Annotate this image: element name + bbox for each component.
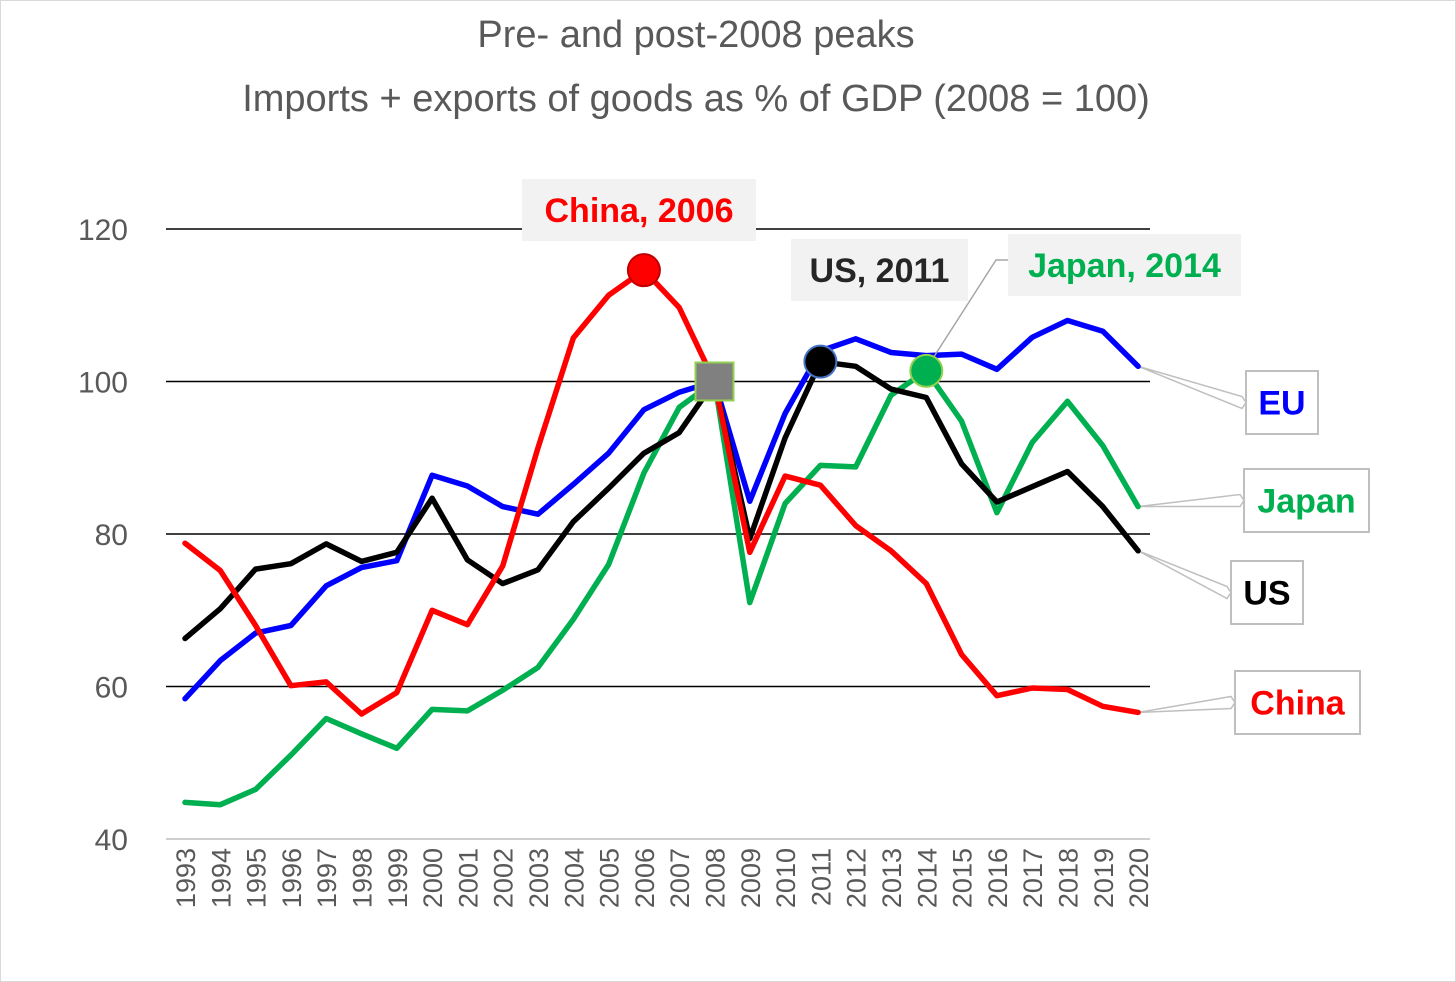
x-tick-2015: 2015 bbox=[948, 848, 978, 908]
y-tick-120: 120 bbox=[78, 214, 128, 247]
leader-japan bbox=[1138, 493, 1245, 508]
peak-marker-japan-2014 bbox=[909, 353, 944, 388]
label-box-us bbox=[1230, 560, 1304, 625]
annotation-us-2011: US, 2011 bbox=[810, 252, 950, 290]
series-label-china: China bbox=[1250, 685, 1346, 723]
x-tick-2020: 2020 bbox=[1124, 848, 1154, 908]
leader-china bbox=[1137, 695, 1236, 714]
x-tick-2005: 2005 bbox=[595, 848, 625, 908]
x-tick-1997: 1997 bbox=[312, 848, 342, 908]
x-axis-ticks: 1993 1994 1995 1996 1997 1998 1999 2000 2001 2002… bbox=[171, 848, 1154, 908]
x-tick-2000: 2000 bbox=[418, 848, 448, 908]
y-axis-ticks: 40 60 80 100 120 bbox=[78, 214, 128, 857]
x-tick-1995: 1995 bbox=[242, 848, 272, 908]
y-tick-80: 80 bbox=[95, 519, 128, 552]
annotation-box-china-2006 bbox=[522, 179, 756, 241]
series-line-china bbox=[182, 267, 1141, 717]
x-tick-2019: 2019 bbox=[1089, 848, 1119, 908]
x-tick-2012: 2012 bbox=[842, 848, 872, 908]
annotation-box-japan-2014 bbox=[1008, 234, 1241, 296]
x-tick-2017: 2017 bbox=[1018, 848, 1048, 908]
leader-us bbox=[1137, 550, 1232, 600]
chart-title-line2: Imports + exports of goods as % of GDP (… bbox=[242, 78, 1150, 120]
series-label-japan: Japan bbox=[1257, 483, 1355, 521]
series-label-us: US bbox=[1243, 575, 1290, 613]
peak-marker-china-2006 bbox=[626, 253, 661, 288]
x-tick-2006: 2006 bbox=[630, 848, 660, 908]
x-tick-2008: 2008 bbox=[701, 848, 731, 908]
series-line-us bbox=[182, 358, 1141, 642]
annotation-box-us-2011 bbox=[791, 239, 968, 301]
x-tick-2001: 2001 bbox=[453, 848, 483, 908]
x-tick-2016: 2016 bbox=[983, 848, 1013, 908]
label-box-eu bbox=[1245, 370, 1319, 435]
x-tick-1996: 1996 bbox=[277, 848, 307, 908]
label-box-japan bbox=[1243, 468, 1370, 533]
x-tick-2007: 2007 bbox=[665, 848, 695, 908]
peak-marker-us-2011 bbox=[803, 344, 838, 379]
x-tick-1994: 1994 bbox=[206, 848, 236, 908]
annotation-japan-2014: Japan, 2014 bbox=[1028, 247, 1221, 285]
label-leader-lines bbox=[1137, 365, 1247, 714]
series-lines bbox=[182, 267, 1141, 808]
x-tick-2018: 2018 bbox=[1054, 848, 1084, 908]
series-labels: EU Japan US China bbox=[1230, 370, 1370, 735]
gridlines bbox=[166, 228, 1150, 840]
x-tick-2003: 2003 bbox=[524, 848, 554, 908]
x-tick-2009: 2009 bbox=[736, 848, 766, 908]
x-tick-2013: 2013 bbox=[877, 848, 907, 908]
x-tick-2002: 2002 bbox=[489, 848, 519, 908]
x-tick-1998: 1998 bbox=[348, 848, 378, 908]
peak-markers: China, 2006 US, 2011 Japan, 2014 bbox=[522, 179, 1241, 402]
annotation-leader-japan-2014 bbox=[927, 259, 1008, 367]
x-tick-2010: 2010 bbox=[771, 848, 801, 908]
base-marker-2008 bbox=[694, 361, 735, 402]
series-label-eu: EU bbox=[1258, 385, 1305, 423]
series-line-eu bbox=[182, 317, 1141, 702]
y-tick-100: 100 bbox=[78, 367, 128, 400]
y-tick-40: 40 bbox=[95, 824, 128, 857]
x-tick-2014: 2014 bbox=[912, 848, 942, 908]
x-tick-1999: 1999 bbox=[383, 848, 413, 908]
label-box-china bbox=[1234, 670, 1361, 735]
leader-eu bbox=[1137, 365, 1247, 410]
annotation-china-2006: China, 2006 bbox=[545, 192, 734, 230]
x-tick-1993: 1993 bbox=[171, 848, 201, 908]
chart-title-line1: Pre- and post-2008 peaks bbox=[477, 14, 915, 56]
x-tick-2004: 2004 bbox=[559, 848, 589, 908]
y-tick-60: 60 bbox=[95, 672, 128, 705]
x-tick-2011: 2011 bbox=[806, 848, 836, 906]
